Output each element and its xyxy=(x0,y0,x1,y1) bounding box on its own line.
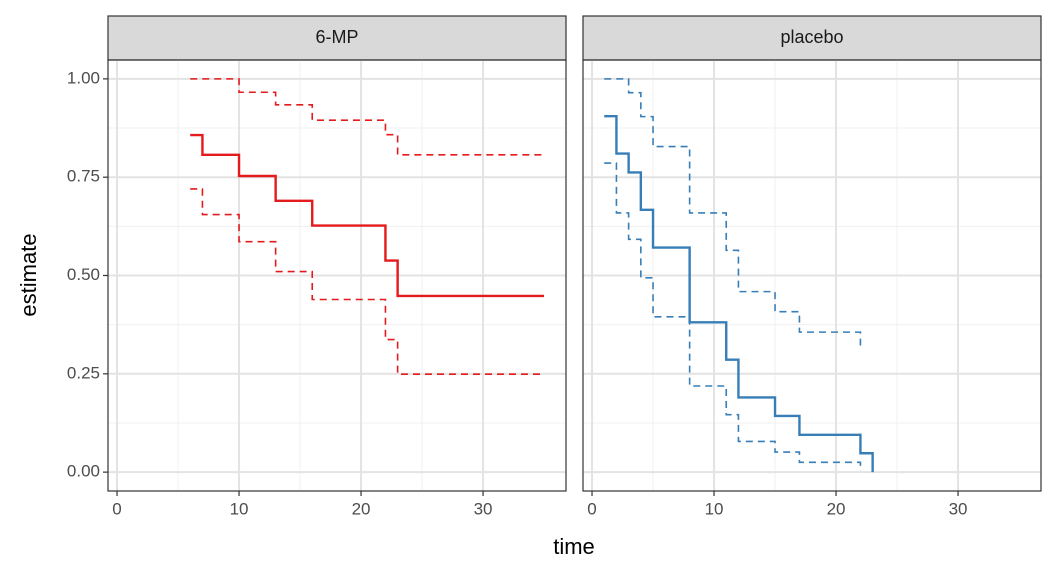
x-tick-label: 30 xyxy=(474,499,493,518)
x-tick-label: 10 xyxy=(230,499,249,518)
strip-label: placebo xyxy=(780,27,843,47)
x-tick-label: 20 xyxy=(352,499,371,518)
y-axis-title: estimate xyxy=(16,233,41,316)
x-tick-label: 10 xyxy=(705,499,724,518)
x-tick-label: 20 xyxy=(827,499,846,518)
y-tick-label: 0.75 xyxy=(67,167,100,186)
x-tick-label: 30 xyxy=(949,499,968,518)
strip-label: 6-MP xyxy=(315,27,358,47)
confidence-band xyxy=(604,78,862,346)
panel-border xyxy=(107,59,567,492)
y-tick-label: 0.25 xyxy=(67,363,100,382)
strip-background xyxy=(107,15,567,61)
panel-border xyxy=(582,59,1042,492)
survival-curve xyxy=(604,115,874,473)
x-axis-title: time xyxy=(553,534,595,559)
x-tick-label: 0 xyxy=(112,499,121,518)
confidence-band xyxy=(190,188,545,376)
x-tick-label: 0 xyxy=(587,499,596,518)
survival-curve xyxy=(190,133,545,298)
y-tick-label: 0.50 xyxy=(67,265,100,284)
y-tick-label: 1.00 xyxy=(67,68,100,87)
confidence-band xyxy=(190,78,545,156)
y-tick-label: 0.00 xyxy=(67,462,100,481)
strip-background xyxy=(582,15,1042,61)
